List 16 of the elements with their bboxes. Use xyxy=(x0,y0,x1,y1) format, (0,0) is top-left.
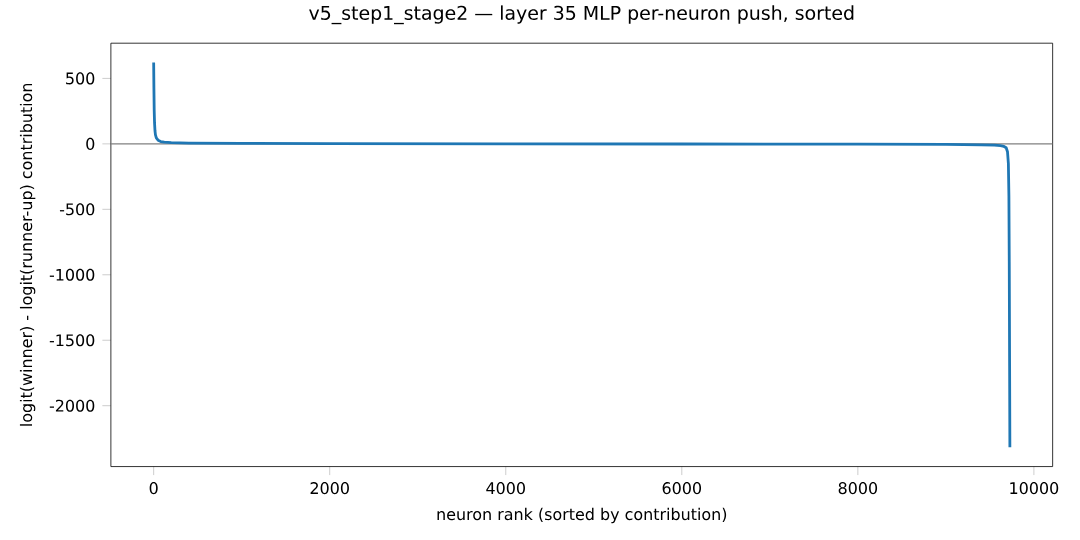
y-tick-label: -500 xyxy=(59,203,95,216)
x-tick-label: 10000 xyxy=(1010,482,1059,495)
y-tick-label: 0 xyxy=(86,137,95,150)
y-tick-label: -1500 xyxy=(49,334,95,347)
x-tick-label: 4000 xyxy=(486,482,525,495)
line-series xyxy=(152,61,1012,449)
y-tick-label: -2000 xyxy=(49,399,95,412)
x-tick-label: 8000 xyxy=(838,482,878,495)
x-tick-label: 6000 xyxy=(662,482,702,495)
x-tick-label: 2000 xyxy=(310,482,349,495)
chart-title: v5_step1_stage2 — layer 35 MLP per-neuron push, sorted xyxy=(309,5,854,25)
x-axis-title: neuron rank (sorted by contribution) xyxy=(437,507,727,524)
y-axis-title: logit(winner) - logit(runner-up) contribution xyxy=(19,83,36,426)
y-tick-label: -1000 xyxy=(49,268,95,281)
y-tick-label: 500 xyxy=(66,72,95,85)
x-tick-label: 0 xyxy=(149,482,158,495)
